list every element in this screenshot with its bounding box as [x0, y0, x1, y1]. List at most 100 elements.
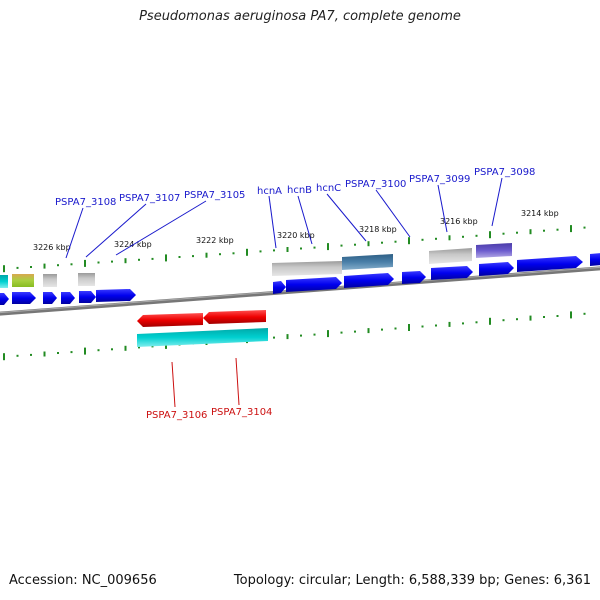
outer-tick-mark: [43, 263, 46, 269]
forward-gene-arrow[interactable]: [96, 289, 136, 302]
forward-gene-arrow[interactable]: [431, 266, 473, 280]
forward-gene-arrow[interactable]: [479, 262, 514, 276]
inner-tick-mark: [367, 328, 370, 334]
inner-tick-mark: [138, 346, 140, 349]
outer-tick-mark: [219, 253, 221, 256]
map-title: Pseudomonas aeruginosa PA7, complete gen…: [139, 9, 461, 24]
outer-tick-mark: [570, 225, 572, 233]
inner-tick-mark: [43, 351, 46, 357]
outer-tick-mark: [84, 259, 86, 267]
leader-PSPA7_3105: [115, 200, 207, 256]
forward-gene-arrow[interactable]: [517, 256, 583, 272]
forward-gene-arrow[interactable]: [402, 271, 426, 284]
outer-tick-mark: [489, 231, 491, 239]
inner-tick-mark: [340, 331, 343, 334]
outer-tick-mark: [111, 260, 113, 263]
inner-tick-mark: [516, 318, 518, 321]
gene-label-PSPA7_3107[interactable]: PSPA7_3107: [119, 193, 180, 204]
outer-tick-mark: [327, 243, 329, 251]
outer-tick-mark: [30, 266, 32, 268]
genome-backbone: [0, 266, 600, 316]
gene-label-hcnA[interactable]: hcnA: [257, 186, 282, 197]
forward-gene-arrow[interactable]: [344, 273, 394, 288]
inner-tick-row: [3, 311, 586, 361]
outer-tick-row: [3, 225, 586, 273]
reverse-gene-arrow[interactable]: [203, 310, 266, 324]
outer-tick-mark: [543, 229, 545, 232]
forward-gene-arrow[interactable]: [79, 291, 96, 303]
inner-tick-mark: [394, 327, 397, 330]
outer-tick-mark: [151, 257, 154, 260]
outer-tick-mark: [448, 235, 451, 241]
gene-label-PSPA7_3105[interactable]: PSPA7_3105: [184, 190, 245, 201]
gene-label-PSPA7_3106[interactable]: PSPA7_3106: [146, 410, 207, 421]
gray-feature[interactable]: [43, 274, 57, 287]
feature-track: [0, 243, 512, 288]
cyan-feature-reverse[interactable]: [137, 328, 268, 347]
tick-label-3216: 3216 kbp: [440, 217, 478, 226]
lime-feature[interactable]: [12, 274, 34, 287]
inner-tick-mark: [529, 315, 532, 321]
outer-tick-mark: [394, 240, 397, 243]
outer-tick-mark: [354, 243, 356, 246]
gene-label-PSPA7_3108[interactable]: PSPA7_3108: [55, 197, 116, 208]
outer-tick-mark: [583, 226, 586, 229]
outer-tick-mark: [138, 258, 140, 261]
forward-gene-arrow[interactable]: [0, 293, 9, 305]
forward-gene-arrow[interactable]: [12, 292, 36, 304]
inner-tick-mark: [421, 325, 424, 328]
cyan-feature-left[interactable]: [0, 275, 8, 288]
inner-tick-mark: [70, 351, 73, 354]
gene-label-hcnB[interactable]: hcnB: [287, 185, 312, 196]
outer-tick-mark: [421, 238, 424, 241]
steel-feature[interactable]: [342, 254, 393, 270]
inner-tick-mark: [570, 311, 572, 319]
forward-gene-arrow[interactable]: [43, 292, 57, 304]
forward-gene-arrow[interactable]: [61, 292, 75, 304]
forward-gene-arrow[interactable]: [590, 253, 600, 266]
outer-tick-mark: [3, 265, 5, 273]
inner-tick-mark: [273, 336, 275, 339]
inner-tick-mark: [556, 315, 559, 317]
accession-text: Accession: NC_009656: [9, 573, 157, 588]
outer-tick-mark: [57, 264, 59, 267]
outer-tick-mark: [259, 250, 262, 253]
gene-label-hcnC[interactable]: hcnC: [316, 183, 341, 194]
genome-summary-text: Topology: circular; Length: 6,588,339 bp…: [233, 573, 591, 588]
outer-tick-mark: [97, 261, 100, 264]
outer-tick-mark: [408, 237, 410, 245]
inner-tick-mark: [489, 317, 491, 325]
inner-tick-mark: [354, 330, 356, 333]
gene-label-PSPA7_3099[interactable]: PSPA7_3099: [409, 174, 470, 185]
inner-tick-mark: [16, 354, 19, 357]
gene-label-PSPA7_3100[interactable]: PSPA7_3100: [345, 179, 406, 190]
forward-gene-arrow[interactable]: [273, 281, 286, 294]
inner-tick-mark: [3, 353, 5, 361]
outer-tick-mark: [340, 244, 343, 247]
purple-feature[interactable]: [476, 243, 512, 258]
gene-label-PSPA7_3104[interactable]: PSPA7_3104: [211, 407, 272, 418]
inner-tick-mark: [435, 324, 437, 327]
forward-gene-arrow[interactable]: [286, 277, 342, 292]
gray-feature[interactable]: [78, 273, 95, 286]
leader-hcnC: [326, 193, 367, 242]
inner-tick-mark: [97, 349, 100, 352]
reverse-gene-arrow[interactable]: [137, 313, 203, 327]
gray-feature[interactable]: [429, 248, 472, 264]
outer-tick-mark: [475, 234, 478, 237]
gene-label-PSPA7_3098[interactable]: PSPA7_3098: [474, 167, 535, 178]
leader-PSPA7_3104: [235, 357, 240, 406]
inner-tick-mark: [30, 353, 32, 356]
leader-hcnB: [297, 195, 313, 245]
inner-tick-mark: [502, 319, 505, 322]
forward-gene-track: [0, 253, 600, 305]
leader-hcnA: [268, 195, 277, 249]
gray-feature[interactable]: [272, 261, 342, 276]
inner-tick-mark: [475, 321, 478, 324]
inner-tick-mark: [543, 316, 545, 318]
outer-tick-mark: [462, 235, 464, 238]
outer-tick-mark: [246, 248, 248, 256]
leader-PSPA7_3107: [85, 203, 147, 258]
tick-label-3222: 3222 kbp: [196, 236, 234, 245]
inner-tick-mark: [462, 322, 464, 325]
